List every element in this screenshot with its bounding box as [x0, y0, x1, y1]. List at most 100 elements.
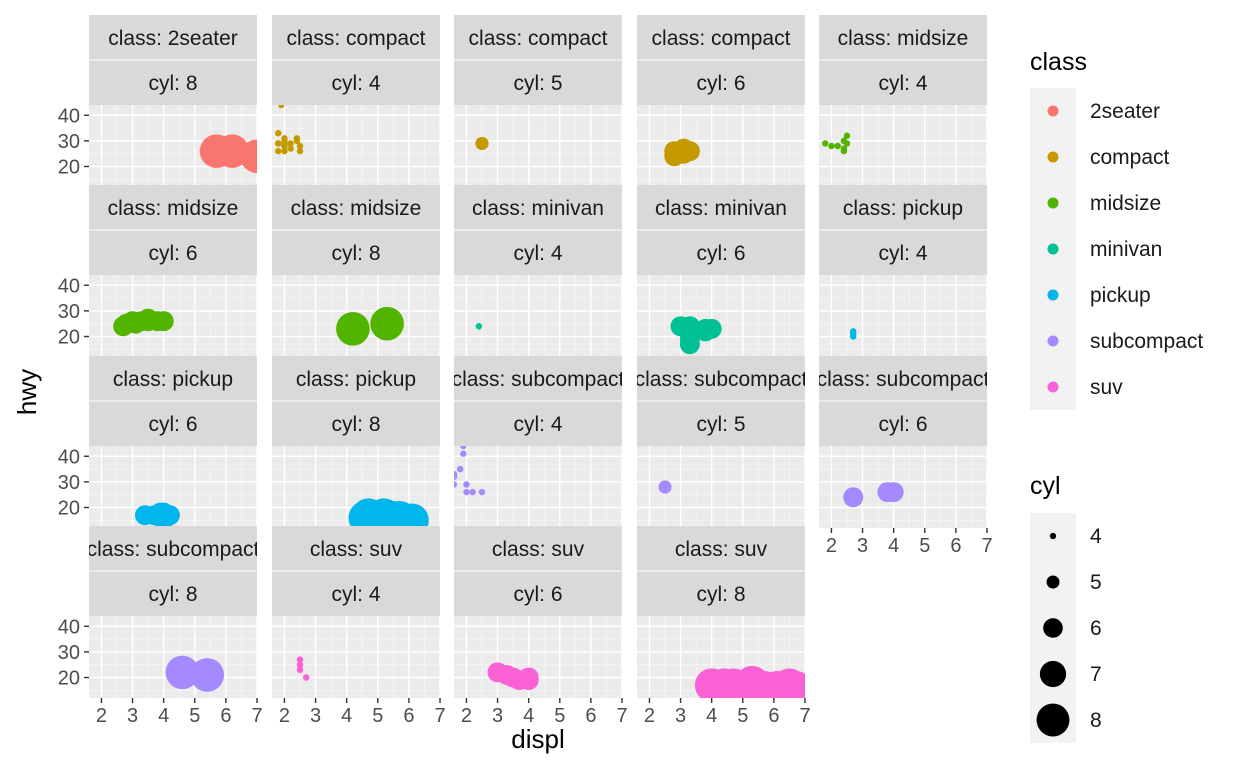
legend-class-label: pickup	[1090, 284, 1151, 307]
data-point	[454, 470, 458, 478]
data-point	[478, 488, 486, 496]
data-point	[850, 330, 857, 338]
data-point	[278, 105, 285, 109]
data-point	[834, 142, 841, 150]
legend-cyl-key	[1049, 532, 1057, 540]
data-point	[822, 140, 829, 147]
strip-class-label: class: subcompact	[635, 368, 808, 391]
facet-strip-cyl	[272, 401, 440, 446]
x-tick-label: 2	[826, 535, 837, 557]
data-point	[460, 450, 467, 457]
strip-cyl-label: cyl: 5	[513, 72, 562, 95]
data-point	[843, 140, 851, 147]
data-point	[658, 480, 672, 494]
strip-class-label: class: subcompact	[452, 368, 625, 391]
data-point	[454, 481, 458, 488]
data-point	[673, 143, 694, 164]
facet-strip-class	[454, 185, 622, 230]
legend-class-label: subcompact	[1090, 330, 1203, 353]
facet-strip-class	[637, 15, 805, 60]
y-tick-label: 40	[58, 105, 80, 127]
facet-strip-class	[89, 185, 257, 230]
data-point	[296, 147, 304, 155]
facet-panel: class: subcompact cyl: 5	[635, 356, 808, 528]
strip-class-label: class: midsize	[108, 197, 239, 220]
legend-class-key	[1047, 381, 1059, 393]
y-tick-label: 40	[58, 616, 80, 638]
x-tick-label: 4	[523, 705, 534, 727]
y-tick-label: 40	[58, 275, 80, 297]
data-point	[153, 311, 174, 332]
facet-strip-cyl	[819, 60, 987, 105]
facet-panel: class: suv cyl: 8	[637, 526, 806, 698]
strip-class-label: class: suv	[492, 538, 585, 561]
legend-cyl-title: cyl	[1030, 472, 1061, 500]
data-point	[701, 318, 722, 339]
data-point	[475, 136, 489, 151]
x-tick-label: 2	[279, 705, 290, 727]
legend-cyl-label: 5	[1090, 571, 1102, 594]
strip-class-label: class: 2seater	[108, 27, 238, 50]
legend-cyl-key	[1036, 703, 1070, 737]
data-point	[153, 510, 174, 528]
strip-class-label: class: subcompact	[87, 538, 260, 561]
facet-strip-cyl	[454, 60, 622, 105]
x-tick-label: 5	[372, 705, 383, 727]
x-tick-label: 5	[189, 705, 200, 727]
data-point	[469, 488, 476, 496]
strip-class-label: class: suv	[310, 538, 403, 561]
strip-cyl-label: cyl: 6	[696, 242, 745, 265]
panel-background	[819, 275, 987, 357]
y-tick-label: 30	[58, 131, 80, 153]
strip-cyl-label: cyl: 4	[331, 72, 380, 95]
facet-strip-class	[819, 185, 987, 230]
facet-strip-cyl	[272, 571, 440, 616]
strip-cyl-label: cyl: 4	[513, 242, 562, 265]
facet-strip-class	[272, 15, 440, 60]
data-point	[281, 147, 288, 155]
facet-strip-class	[454, 15, 622, 60]
facet-strip-class	[89, 526, 257, 571]
facet-panel: class: midsize cyl: 4	[819, 15, 988, 187]
legend-cyl-label: 4	[1090, 525, 1102, 548]
strip-cyl-label: cyl: 4	[513, 413, 562, 436]
strip-cyl-label: cyl: 4	[878, 72, 927, 95]
strip-cyl-label: cyl: 6	[148, 413, 197, 436]
strip-cyl-label: cyl: 6	[148, 242, 197, 265]
data-point	[215, 134, 249, 168]
facet-panel: class: subcompact cyl: 8	[87, 526, 260, 698]
y-tick-label: 20	[58, 327, 80, 349]
y-tick-label: 30	[58, 472, 80, 494]
data-point	[840, 147, 848, 155]
legend-cyl-key	[1046, 575, 1060, 589]
data-point	[303, 674, 310, 681]
data-point	[293, 137, 301, 145]
y-axis-title: hwy	[12, 369, 42, 415]
y-tick-label: 20	[58, 498, 80, 520]
legend-class-key	[1047, 335, 1059, 347]
strip-cyl-label: cyl: 8	[696, 583, 745, 606]
data-point	[843, 487, 864, 508]
x-tick-label: 7	[434, 705, 445, 727]
facet-panel: class: compact cyl: 6	[637, 15, 806, 187]
facet-panel: class: minivan cyl: 4	[454, 185, 623, 357]
legend-class-label: minivan	[1090, 238, 1162, 261]
strip-cyl-label: cyl: 8	[148, 72, 197, 95]
facet-panel: class: minivan cyl: 6	[637, 185, 806, 357]
facet-strip-class	[637, 356, 805, 401]
facet-strip-cyl	[454, 230, 622, 275]
x-tick-label: 7	[616, 705, 627, 727]
x-tick-label: 4	[341, 705, 352, 727]
x-tick-label: 2	[461, 705, 472, 727]
facet-strip-cyl	[89, 60, 257, 105]
x-tick-label: 3	[492, 705, 503, 727]
strip-class-label: class: pickup	[843, 197, 963, 220]
legend-class-key	[1047, 243, 1059, 255]
data-point	[296, 661, 304, 668]
strip-cyl-label: cyl: 8	[148, 583, 197, 606]
x-tick-label: 5	[737, 705, 748, 727]
facet-strip-cyl	[819, 230, 987, 275]
panel-background	[89, 275, 257, 357]
facet-panel: class: subcompact cyl: 4	[452, 356, 625, 528]
facet-panels: class: 2seater cyl: 8 class: compact cyl: 4…	[87, 15, 988, 698]
